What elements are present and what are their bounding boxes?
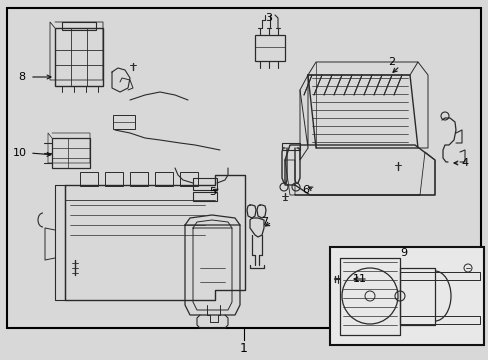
Text: 3: 3: [265, 13, 272, 23]
Bar: [80, 172, 98, 186]
Text: 4: 4: [461, 158, 468, 168]
Text: 6: 6: [302, 185, 309, 195]
Bar: [155, 172, 173, 186]
Text: 7: 7: [261, 217, 268, 227]
Bar: [105, 172, 123, 186]
Bar: [193, 192, 217, 201]
Text: 9: 9: [400, 248, 407, 258]
Text: 1: 1: [240, 342, 247, 355]
Bar: [193, 178, 217, 190]
Text: 10: 10: [13, 148, 27, 158]
Bar: [62, 22, 96, 30]
Bar: [7, 8, 480, 328]
Text: 2: 2: [387, 57, 395, 67]
Text: 8: 8: [19, 72, 25, 82]
Bar: [282, 143, 299, 150]
Text: 5: 5: [209, 187, 216, 197]
Bar: [130, 172, 148, 186]
Bar: [329, 247, 483, 345]
Bar: [52, 138, 90, 168]
Bar: [180, 172, 198, 186]
Bar: [254, 35, 285, 61]
Bar: [113, 115, 135, 129]
Bar: [55, 28, 103, 86]
Text: 11: 11: [352, 274, 366, 284]
